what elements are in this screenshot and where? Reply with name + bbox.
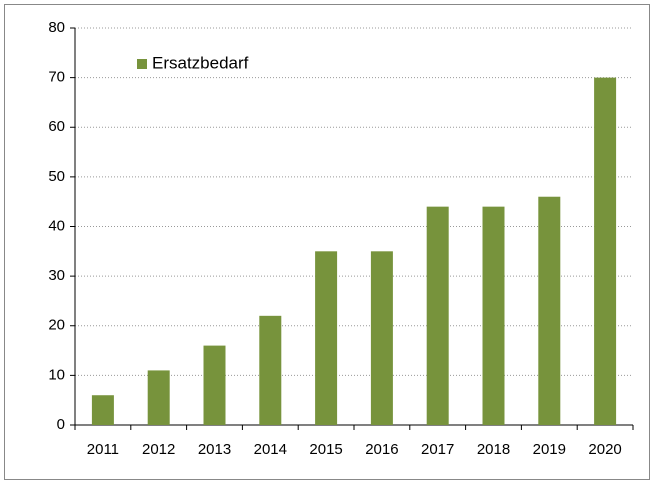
- y-tick-label: 30: [48, 267, 65, 284]
- bar: [91, 395, 114, 425]
- bar: [594, 77, 617, 425]
- x-tick-label: 2019: [533, 441, 566, 458]
- x-tick-label: 2020: [588, 441, 621, 458]
- x-tick-label: 2015: [309, 441, 342, 458]
- x-tick-label: 2012: [142, 441, 175, 458]
- bar: [426, 206, 449, 425]
- x-tick-label: 2018: [477, 441, 510, 458]
- x-tick-label: 2014: [254, 441, 287, 458]
- bar: [538, 196, 561, 425]
- x-tick-label: 2017: [421, 441, 454, 458]
- bar: [147, 370, 170, 425]
- bar: [203, 345, 226, 425]
- y-tick-label: 60: [48, 118, 65, 135]
- y-tick-label: 70: [48, 69, 65, 86]
- legend-label: Ersatzbedarf: [152, 53, 249, 72]
- y-tick-label: 50: [48, 168, 65, 185]
- y-tick-label: 80: [48, 19, 65, 36]
- x-tick-label: 2013: [198, 441, 231, 458]
- bar: [482, 206, 505, 425]
- y-tick-label: 40: [48, 217, 65, 234]
- x-tick-label: 2016: [365, 441, 398, 458]
- y-tick-label: 0: [57, 416, 65, 433]
- bar: [370, 251, 393, 425]
- bar: [315, 251, 338, 425]
- legend-swatch: [137, 59, 147, 69]
- bar: [259, 315, 282, 425]
- y-tick-label: 20: [48, 317, 65, 334]
- x-tick-label: 2011: [87, 441, 119, 458]
- y-tick-label: 10: [48, 366, 65, 383]
